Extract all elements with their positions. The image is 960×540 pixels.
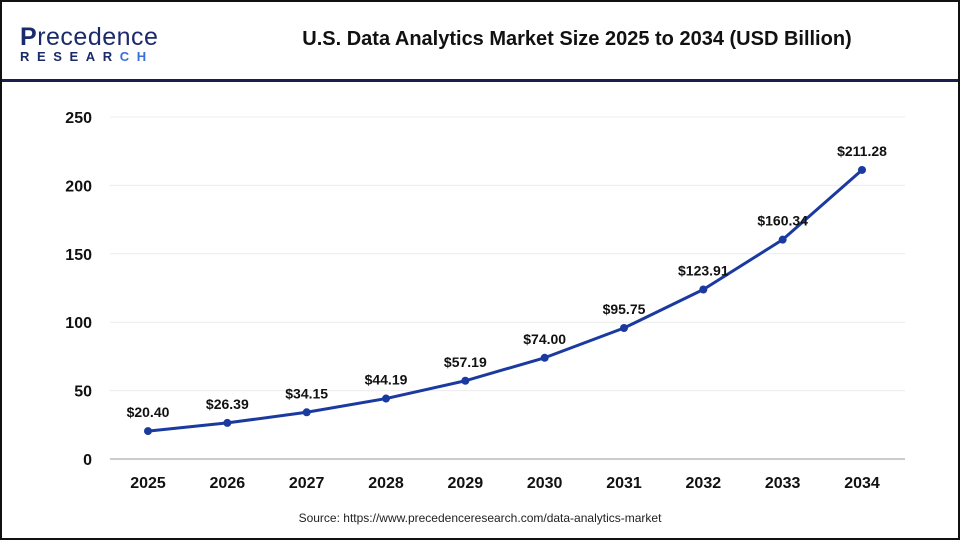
data-point — [223, 418, 232, 427]
y-tick-label: 50 — [74, 384, 92, 401]
precedence-research-logo: Precedence RESEARCH — [20, 23, 159, 64]
x-tick-label: 2032 — [686, 475, 722, 492]
data-label: $123.91 — [678, 262, 729, 278]
data-label: $95.75 — [603, 301, 646, 317]
data-point — [382, 394, 390, 403]
source-text: Source: https://www.precedenceresearch.c… — [298, 511, 662, 525]
x-tick-label: 2027 — [289, 475, 325, 492]
data-point — [302, 408, 311, 417]
x-tick-label: 2030 — [527, 475, 563, 492]
data-label: $57.19 — [444, 354, 487, 370]
header: Precedence RESEARCH U.S. Data Analytics … — [2, 2, 958, 82]
x-tick-label: 2031 — [606, 475, 642, 492]
data-label: $211.28 — [837, 143, 887, 159]
series-line — [147, 168, 863, 433]
data-point — [778, 235, 787, 244]
x-tick-label: 2025 — [130, 475, 166, 492]
x-tick-label: 2034 — [844, 475, 880, 492]
data-point — [858, 165, 866, 174]
data-label: $44.19 — [365, 372, 408, 388]
data-label: $74.00 — [523, 331, 566, 347]
y-tick-label: 200 — [65, 178, 92, 195]
data-label: $20.40 — [127, 404, 170, 420]
data-point — [461, 376, 470, 385]
y-tick-label: 250 — [65, 110, 92, 127]
y-tick-label: 0 — [83, 452, 92, 469]
data-point — [699, 285, 708, 294]
data-point — [144, 427, 152, 436]
data-point — [540, 353, 549, 362]
x-tick-label: 2033 — [765, 475, 801, 492]
data-label: $34.15 — [285, 385, 328, 401]
x-tick-label: 2029 — [448, 475, 484, 492]
data-label: $26.39 — [206, 396, 249, 412]
data-point — [620, 324, 628, 333]
data-label: $160.34 — [757, 213, 808, 229]
y-tick-label: 150 — [65, 247, 92, 264]
x-tick-label: 2028 — [368, 475, 404, 492]
y-tick-label: 100 — [65, 315, 92, 332]
x-tick-label: 2026 — [210, 475, 246, 492]
chart-title: U.S. Data Analytics Market Size 2025 to … — [302, 28, 852, 50]
